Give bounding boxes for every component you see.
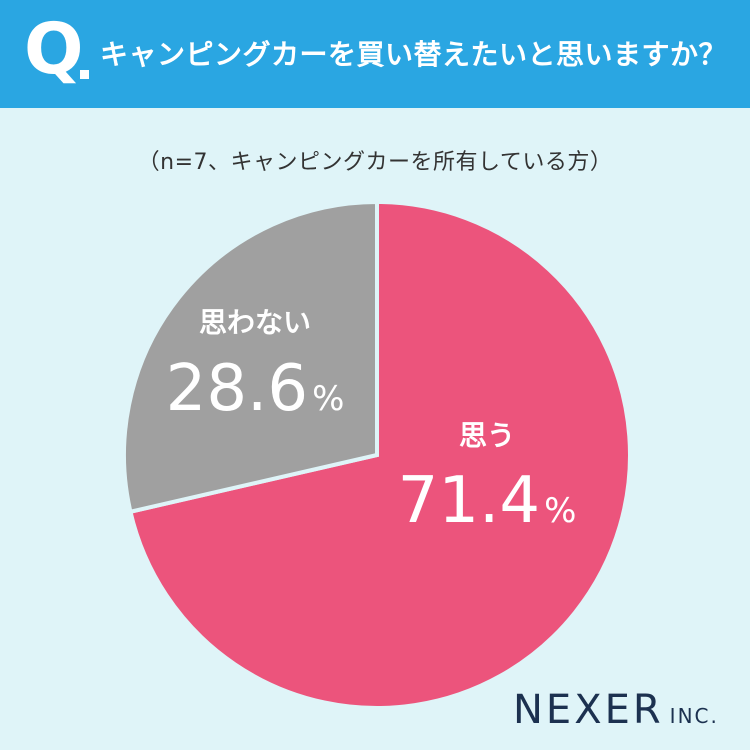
slice-value-label-2: 28.6% bbox=[166, 352, 345, 426]
brand-suffix: INC. bbox=[669, 704, 719, 728]
brand-name: NEXER bbox=[513, 687, 664, 733]
sample-note: （n=7、キャンピングカーを所有している方） bbox=[137, 150, 613, 175]
brand-logo: NEXER INC. bbox=[513, 690, 719, 730]
pie-slice-2 bbox=[122, 199, 379, 515]
q-dot bbox=[80, 70, 89, 79]
slice-value-label-1: 71.4% bbox=[398, 464, 577, 538]
header-bar: Q キャンピングカーを買い替えたいと思いますか？ bbox=[0, 0, 750, 108]
slice-category-label-2: 思わない bbox=[199, 306, 311, 339]
slice-category-label-1: 思う bbox=[459, 419, 515, 452]
question-title: キャンピングカーを買い替えたいと思いますか？ bbox=[100, 38, 728, 71]
q-mark: Q bbox=[24, 8, 84, 90]
pie-slice-1 bbox=[128, 199, 632, 710]
